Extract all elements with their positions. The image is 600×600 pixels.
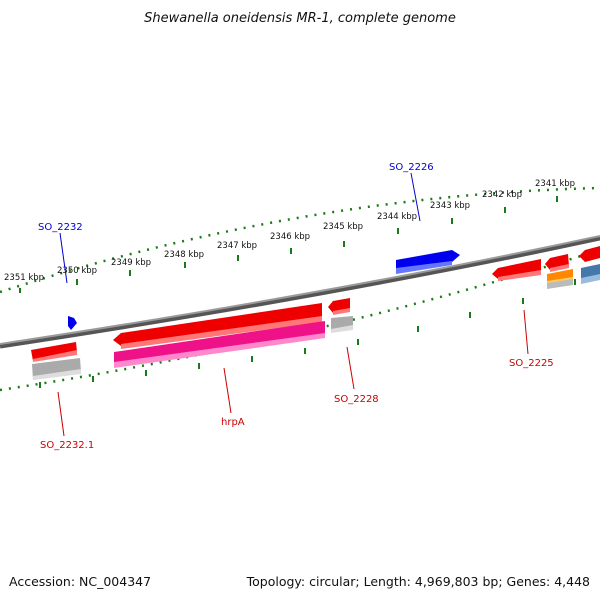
gene-so-2226-feature[interactable] bbox=[396, 250, 460, 274]
outer-scale-ticks bbox=[19, 196, 558, 293]
gene-label-so-2228[interactable]: SO_2228 bbox=[334, 394, 379, 405]
genome-backbone bbox=[0, 235, 600, 349]
gene-label-so-2232-1[interactable]: SO_2232.1 bbox=[40, 440, 94, 451]
gene-cluster-right[interactable] bbox=[545, 246, 600, 289]
gene-so-2232-1-feature[interactable] bbox=[31, 342, 81, 380]
gene-label-so-2232[interactable]: SO_2232 bbox=[38, 222, 83, 233]
scale-label: 2344 kbp bbox=[377, 212, 417, 222]
gene-hrpa-feature[interactable] bbox=[113, 303, 325, 368]
gene-label-leaders bbox=[57, 172, 529, 437]
gene-label-so-2225[interactable]: SO_2225 bbox=[509, 358, 554, 369]
scale-label: 2350 kbp bbox=[57, 266, 97, 276]
map-title: Shewanella oneidensis MR-1, complete gen… bbox=[144, 11, 456, 26]
scale-label: 2342 kbp bbox=[482, 190, 522, 200]
scale-label: 2343 kbp bbox=[430, 201, 470, 211]
genome-summary-text: Topology: circular; Length: 4,969,803 bp… bbox=[246, 574, 590, 589]
scale-labels: 2351 kbp 2350 kbp 2349 kbp 2348 kbp 2347… bbox=[4, 179, 575, 283]
accession-text: Accession: NC_004347 bbox=[9, 574, 151, 589]
gene-label-hrpa[interactable]: hrpA bbox=[221, 417, 245, 428]
scale-label: 2341 kbp bbox=[535, 179, 575, 189]
scale-label: 2346 kbp bbox=[270, 232, 310, 242]
scale-label: 2345 kbp bbox=[323, 222, 363, 232]
scale-label: 2349 kbp bbox=[111, 258, 151, 268]
scale-label: 2347 kbp bbox=[217, 241, 257, 251]
gene-so-2228-feature[interactable] bbox=[328, 298, 353, 333]
gene-label-so-2226[interactable]: SO_2226 bbox=[389, 162, 434, 173]
scale-label: 2348 kbp bbox=[164, 250, 204, 260]
gene-so-2232-feature[interactable] bbox=[68, 316, 77, 330]
gene-so-2225-feature[interactable] bbox=[492, 259, 541, 281]
inner-scale-ticks bbox=[39, 279, 576, 388]
scale-label: 2351 kbp bbox=[4, 273, 44, 283]
